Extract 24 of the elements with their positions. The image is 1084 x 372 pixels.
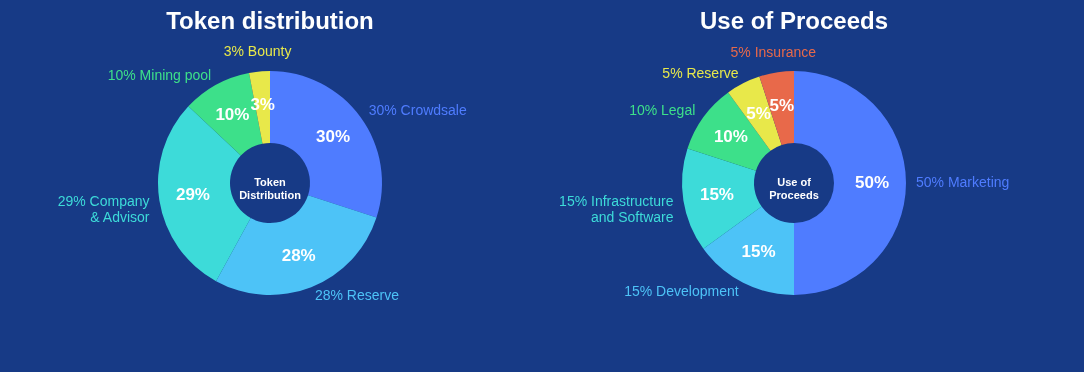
slice-label: 50% Marketing xyxy=(916,174,1010,190)
data-label: 10% xyxy=(215,104,250,124)
slice-label: 10% Legal xyxy=(629,102,696,119)
data-label: 29% xyxy=(175,185,210,205)
data-label: 10% xyxy=(713,127,748,147)
chart-title: Use of Proceeds xyxy=(699,7,889,34)
slice-label: 15% Infrastructure and Software xyxy=(559,193,674,226)
slice-label: 3% Bounty xyxy=(223,42,292,59)
slice-label: 5% Insurance xyxy=(730,43,817,60)
slice-label: 28% Reserve xyxy=(314,287,400,304)
slice-label: 29% Company & Advisor xyxy=(57,193,150,226)
text: Token Distribution xyxy=(239,176,302,201)
slice-label: 10% Mining pool xyxy=(107,67,212,84)
data-label: 15% xyxy=(741,242,776,262)
slice-label: 5% Reserve xyxy=(662,65,739,82)
slice-label: 15% Development xyxy=(624,282,739,299)
slice-label: 30% Crowdsale xyxy=(368,102,467,119)
data-label: 15% xyxy=(699,185,734,205)
data-label: 5% xyxy=(746,103,771,123)
data-label: 28% xyxy=(281,245,316,265)
text: Use of Proceeds xyxy=(769,176,819,201)
chart-title: Token distribution xyxy=(166,7,374,34)
data-label: 50% xyxy=(854,173,890,192)
data-label: 30% xyxy=(316,127,351,147)
